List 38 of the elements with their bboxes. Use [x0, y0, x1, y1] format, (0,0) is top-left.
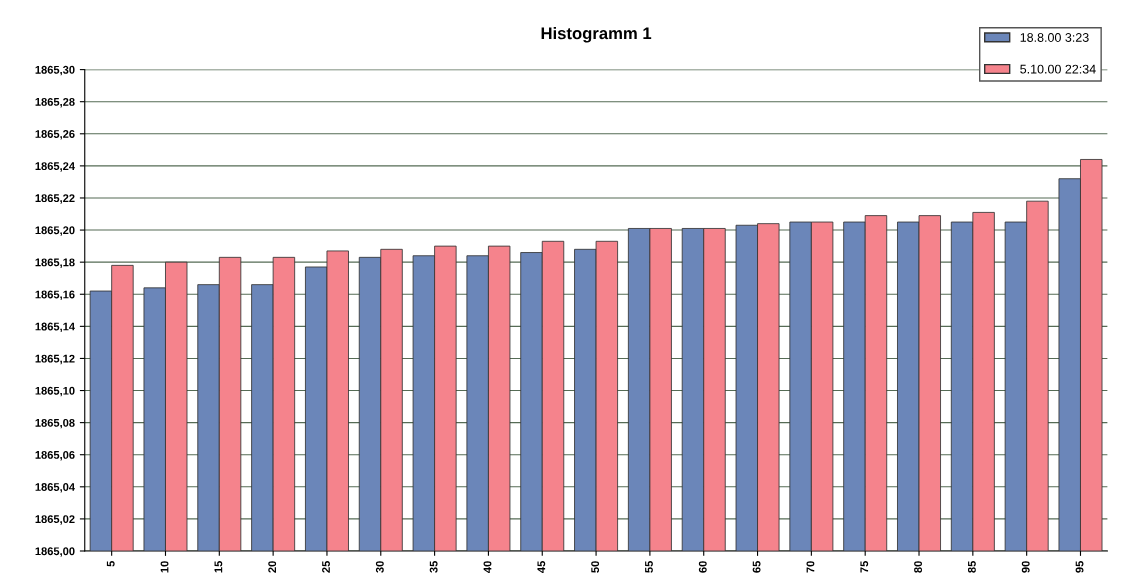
- legend-label: 5.10.00 22:34: [1020, 64, 1096, 74]
- y-tick-label: 1865,12: [35, 354, 75, 365]
- y-tick-label: 1865,14: [35, 322, 75, 333]
- x-tick-label: 75: [860, 561, 869, 573]
- legend-label: 18.8.00 3:23: [1020, 33, 1089, 42]
- y-tick-label: 1865,04: [35, 483, 75, 493]
- y-tick-label: 1865,22: [35, 194, 75, 204]
- x-tick-label: 60: [698, 561, 707, 573]
- x-tick-label: 85: [967, 561, 976, 573]
- x-tick-label: 10: [160, 561, 169, 573]
- x-tick-label: 30: [375, 561, 384, 573]
- y-tick-label: 1865,10: [35, 386, 75, 397]
- x-tick-label: 90: [1021, 561, 1030, 573]
- x-tick-label: 40: [483, 561, 492, 573]
- y-tick-label: 1865,30: [35, 65, 75, 76]
- y-tick-label: 1865,06: [35, 450, 75, 461]
- y-tick-label: 1865,08: [35, 418, 75, 429]
- x-tick-label: 70: [806, 561, 815, 573]
- x-tick-label: 55: [645, 561, 653, 573]
- y-tick-label: 1865,24: [35, 162, 75, 172]
- y-tick-label: 1865,28: [35, 97, 75, 108]
- x-tick-label: 20: [268, 561, 277, 573]
- x-tick-label: 50: [591, 561, 600, 573]
- x-tick-label: 25: [322, 561, 330, 573]
- x-tick-label: 45: [537, 561, 546, 573]
- y-tick-label: 1865,00: [35, 547, 75, 557]
- y-tick-label: 1865,26: [35, 130, 75, 140]
- y-tick-label: 1865,16: [35, 290, 75, 300]
- x-tick-label: 5: [106, 561, 115, 567]
- x-tick-label: 15: [214, 561, 223, 573]
- y-tick-label: 1865,18: [35, 258, 75, 268]
- x-tick-label: 65: [752, 561, 761, 573]
- x-tick-label: 95: [1075, 561, 1084, 573]
- x-tick-label: 80: [914, 561, 922, 573]
- y-tick-label: 1865,02: [35, 515, 75, 525]
- chart-title: Histogramm 1: [541, 26, 652, 43]
- x-tick-label: 35: [429, 561, 438, 573]
- y-tick-label: 1865,20: [35, 226, 75, 236]
